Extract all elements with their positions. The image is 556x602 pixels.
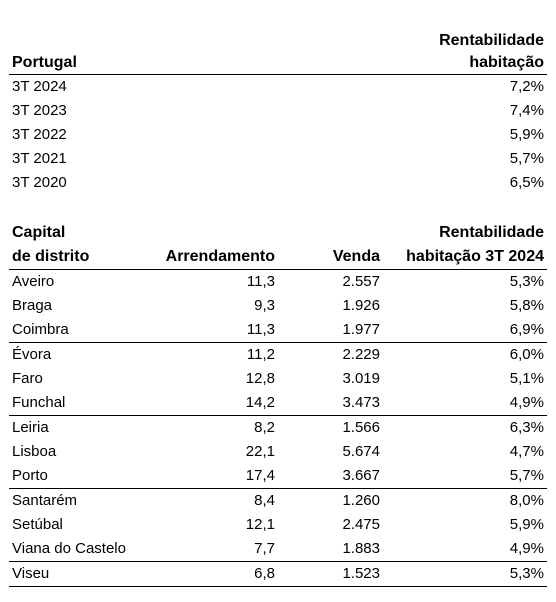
capital-name-cell: Viseu	[9, 561, 145, 587]
rent-cell: 11,3	[246, 273, 275, 290]
capital-name-cell: Porto	[9, 464, 145, 489]
capital-header-blank	[145, 221, 278, 245]
table-row: Évora 11,2 2.229 6,0%	[9, 343, 547, 368]
rent-cell: 22,1	[245, 443, 275, 460]
yield-cell: 5,3%	[383, 561, 547, 587]
sale-cell: 1.260	[342, 492, 380, 509]
capital-header-yield-line2: habitação 3T 2024	[383, 245, 547, 270]
rent-cell: 8,4	[254, 492, 275, 509]
yield-cell: 5,9%	[509, 516, 544, 533]
rent-cell: 12,1	[245, 516, 275, 533]
rent-cell: 11,2	[246, 346, 275, 363]
rent-cell: 17,4	[145, 464, 278, 489]
table-row: 3T 2024 7,2%	[9, 75, 547, 100]
period-cell: 3T 2022	[12, 126, 67, 143]
yield-cell: 6,9%	[383, 318, 547, 343]
table-row: 3T 2022 5,9%	[9, 123, 547, 147]
capital-header-rent: Arrendamento	[145, 245, 278, 270]
yield-cell: 4,9%	[383, 537, 547, 562]
capital-name-cell: Funchal	[9, 391, 145, 416]
yield-cell: 6,3%	[509, 419, 544, 436]
table-row: Porto 17,4 3.667 5,7%	[9, 464, 547, 489]
sale-cell: 2.229	[342, 346, 380, 363]
capital-name-cell: Santarém	[12, 492, 78, 509]
sale-cell: 1.926	[342, 297, 380, 314]
capital-header-row-2: de distrito Arrendamento Venda habitação…	[9, 245, 547, 270]
sale-cell: 3.667	[278, 464, 383, 489]
portugal-header-yield-line1: Rentabilidade	[439, 32, 544, 49]
table-row: Aveiro 11,3 2.557 5,3%	[9, 270, 547, 295]
rent-cell: 9,3	[254, 297, 275, 314]
capital-name-cell: Coimbra	[9, 318, 145, 343]
rent-cell: 6,8	[145, 561, 278, 587]
capital-name-cell: Viana do Castelo	[9, 537, 145, 562]
capital-header-yield-line1: Rentabilidade	[439, 224, 544, 241]
portugal-header-row-2: Portugal habitação	[9, 52, 547, 75]
sale-cell: 1.977	[278, 318, 383, 343]
table-row: Santarém 8,4 1.260 8,0%	[9, 489, 547, 514]
portugal-yield-table: Rentabilidade Portugal habitação 3T 2024…	[9, 30, 547, 195]
capital-yield-table: Capital Rentabilidade de distrito Arrend…	[9, 221, 547, 587]
sale-cell: 1.566	[342, 419, 380, 436]
capital-header-name-line2: de distrito	[9, 245, 145, 270]
yield-cell: 4,9%	[383, 391, 547, 416]
capital-header-sale: Venda	[278, 245, 383, 270]
period-cell: 3T 2020	[12, 174, 67, 191]
rent-cell: 14,2	[145, 391, 278, 416]
sale-cell: 5.674	[342, 443, 380, 460]
capital-name-cell: Lisboa	[12, 443, 57, 460]
sale-cell: 1.883	[278, 537, 383, 562]
rent-cell: 7,7	[145, 537, 278, 562]
portugal-header-label: Portugal	[9, 52, 209, 75]
sale-cell: 3.473	[278, 391, 383, 416]
sale-cell: 3.019	[342, 370, 380, 387]
capital-header-row-1: Capital Rentabilidade	[9, 221, 547, 245]
yield-cell: 5,1%	[509, 370, 544, 387]
yield-cell: 5,8%	[509, 297, 544, 314]
table-row: 3T 2020 6,5%	[9, 171, 547, 195]
sale-cell: 2.475	[342, 516, 380, 533]
period-cell: 3T 2024	[12, 78, 67, 95]
yield-cell: 5,3%	[509, 273, 544, 290]
portugal-header-yield-line2: habitação	[209, 52, 547, 75]
table-row: 3T 2023 7,4%	[9, 99, 547, 123]
rent-cell: 8,2	[254, 419, 275, 436]
sale-cell: 1.523	[278, 561, 383, 587]
yield-cell: 4,7%	[509, 443, 544, 460]
table-row: Viseu 6,8 1.523 5,3%	[9, 561, 547, 587]
rent-cell: 11,3	[145, 318, 278, 343]
table-row: Braga 9,3 1.926 5,8%	[9, 294, 547, 318]
capital-name-cell: Setúbal	[12, 516, 63, 533]
capital-name-cell: Faro	[12, 370, 43, 387]
capital-name-cell: Aveiro	[12, 273, 55, 290]
table-row: Lisboa 22,1 5.674 4,7%	[9, 440, 547, 464]
table-row: Coimbra 11,3 1.977 6,9%	[9, 318, 547, 343]
capital-name-cell: Braga	[12, 297, 53, 314]
capital-header-blank	[278, 221, 383, 245]
yield-cell: 5,7%	[383, 464, 547, 489]
yield-cell: 5,7%	[509, 150, 544, 167]
yield-cell: 6,0%	[509, 346, 544, 363]
table-row: Viana do Castelo 7,7 1.883 4,9%	[9, 537, 547, 562]
capital-name-cell: Évora	[12, 346, 52, 363]
yield-cell: 5,9%	[509, 126, 544, 143]
table-row: Funchal 14,2 3.473 4,9%	[9, 391, 547, 416]
capital-header-name-line1: Capital	[12, 224, 66, 241]
yield-cell: 7,4%	[509, 102, 544, 119]
yield-cell: 6,5%	[509, 174, 544, 191]
period-cell: 3T 2021	[12, 150, 67, 167]
capital-name-cell: Leiria	[12, 419, 49, 436]
sale-cell: 2.557	[342, 273, 380, 290]
portugal-header-row-1: Rentabilidade	[9, 30, 547, 52]
yield-cell: 8,0%	[509, 492, 544, 509]
table-row: Setúbal 12,1 2.475 5,9%	[9, 513, 547, 537]
table-row: Faro 12,8 3.019 5,1%	[9, 367, 547, 391]
rent-cell: 12,8	[245, 370, 275, 387]
period-cell: 3T 2023	[12, 102, 67, 119]
table-row: Leiria 8,2 1.566 6,3%	[9, 416, 547, 441]
table-row: 3T 2021 5,7%	[9, 147, 547, 171]
yield-cell: 7,2%	[509, 78, 544, 95]
portugal-header-blank	[9, 30, 209, 52]
